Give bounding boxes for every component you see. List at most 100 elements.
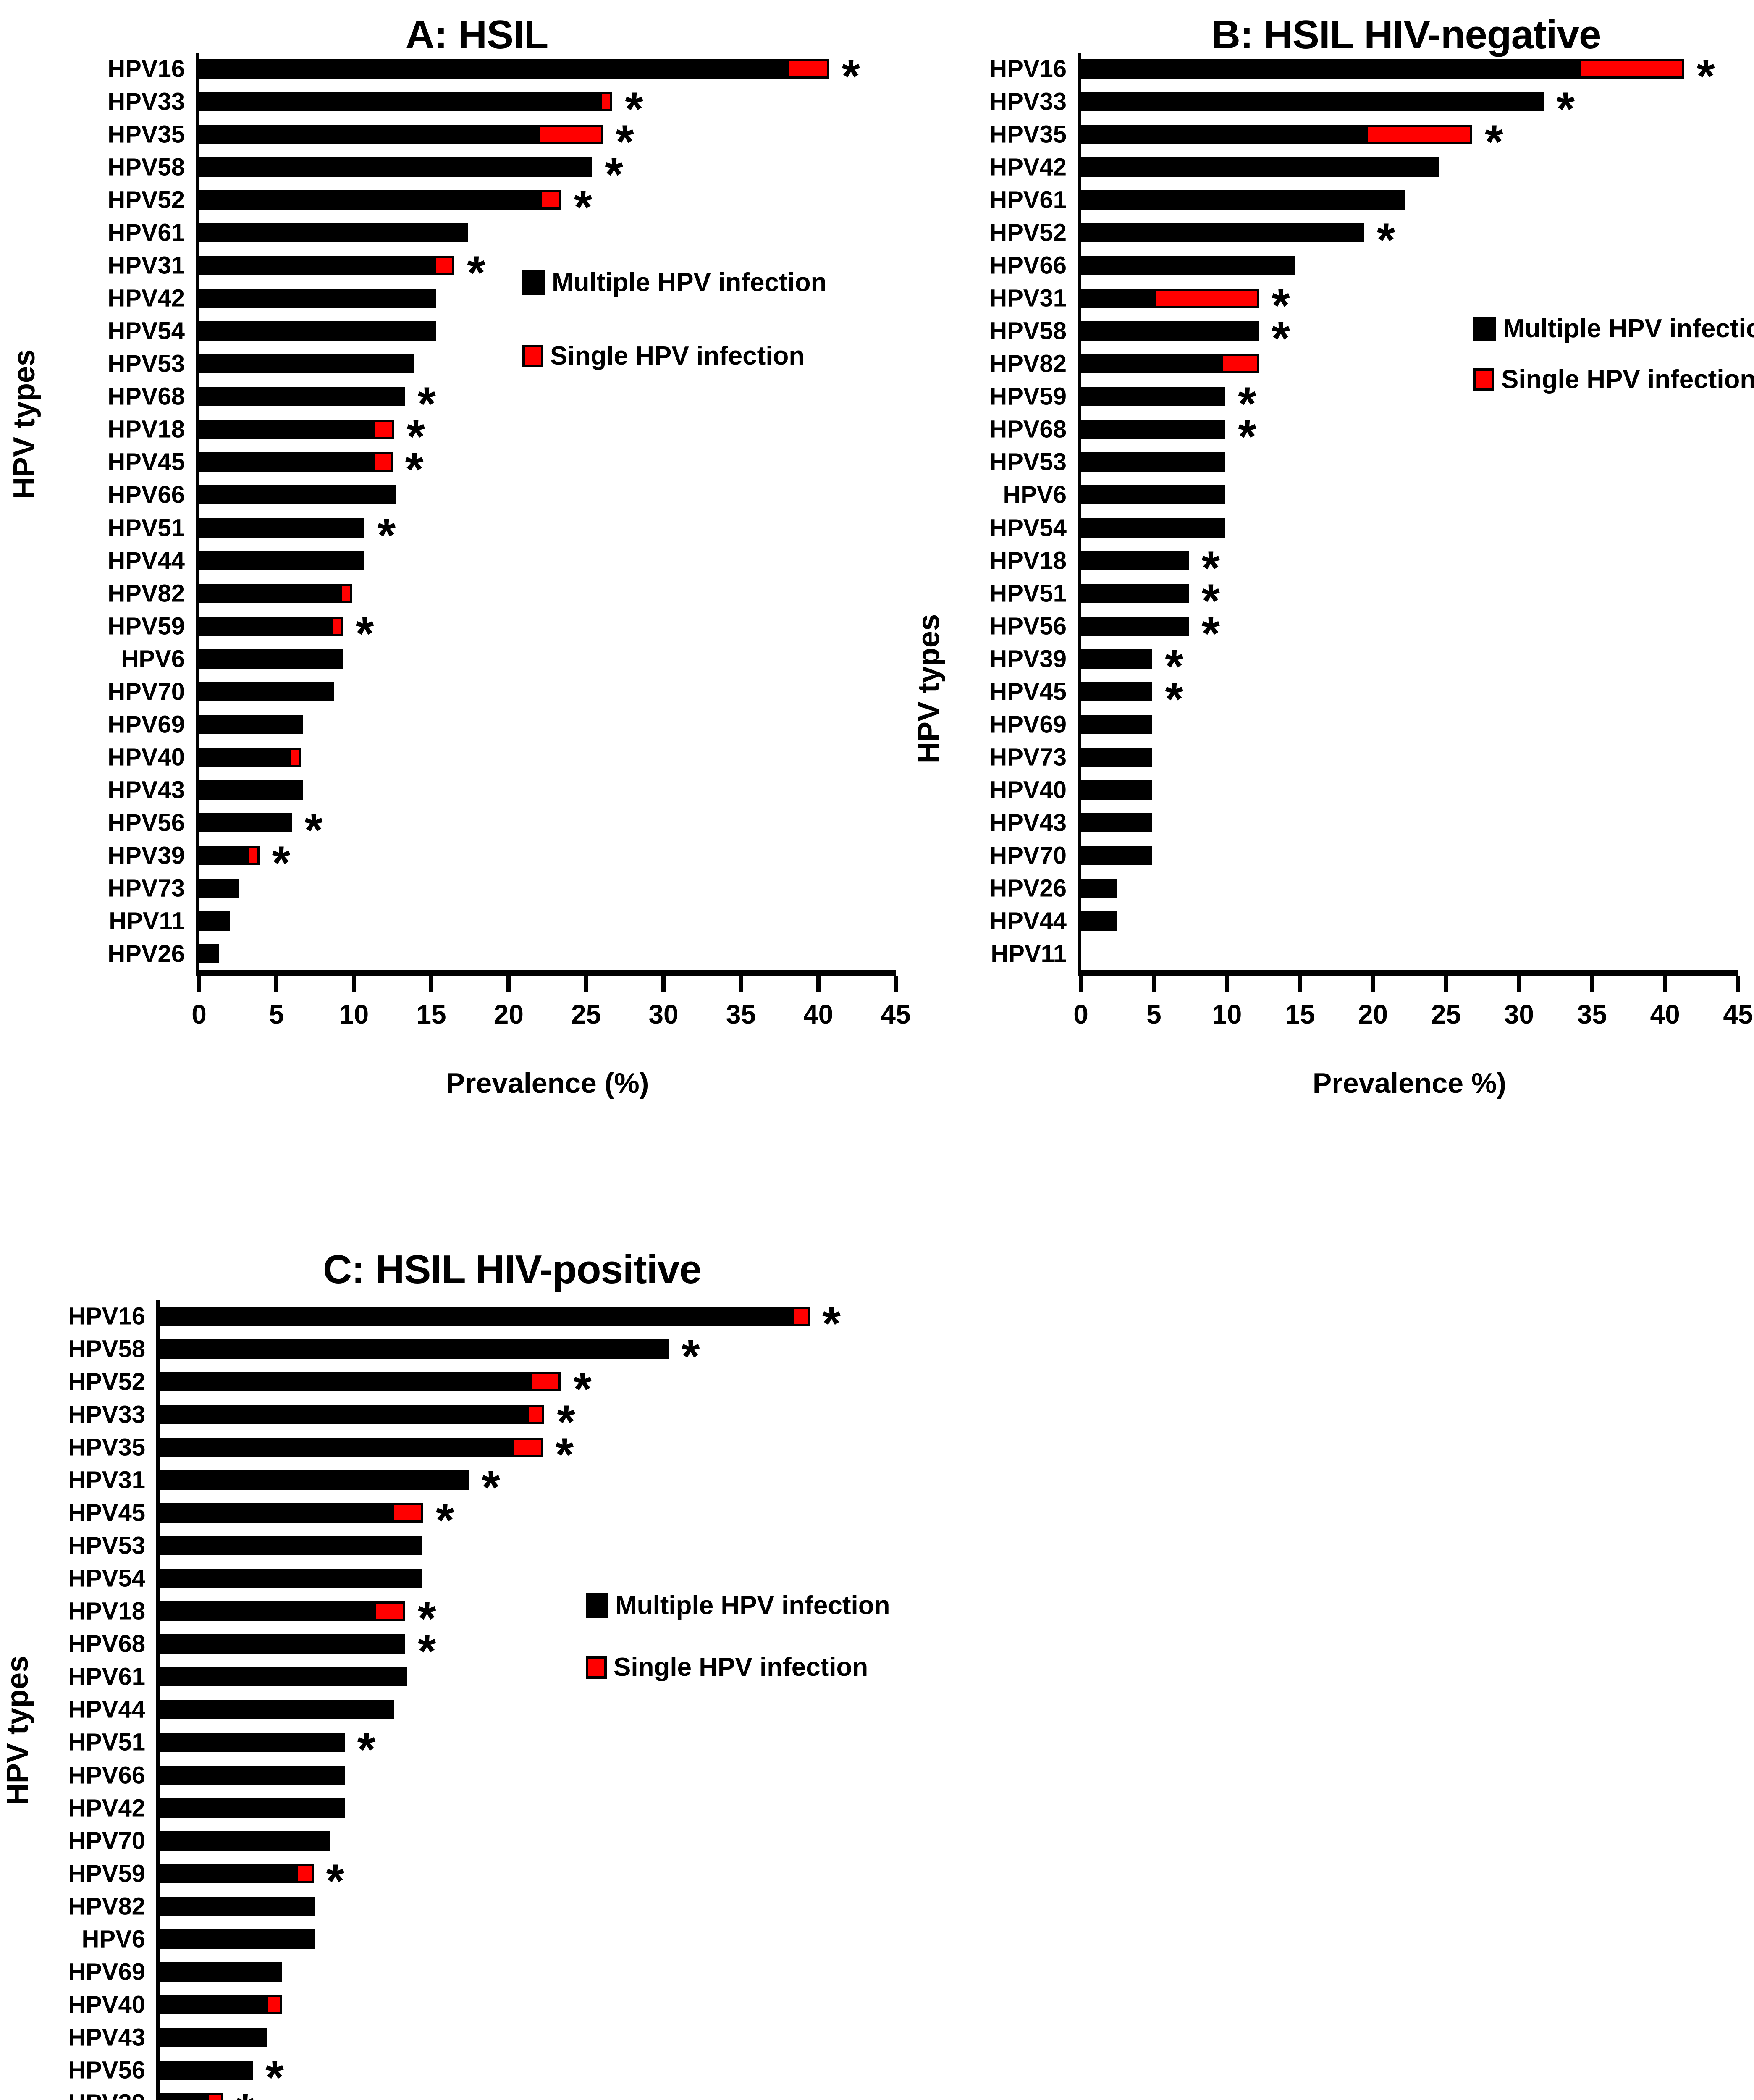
bar-row: HPV44 <box>989 907 1738 934</box>
bar-row-label: HPV82 <box>68 1893 145 1920</box>
x-tick-mark <box>1151 976 1156 992</box>
bar-segment-multiple-infection <box>199 845 247 865</box>
bar-row: HPV59 * <box>989 381 1738 428</box>
bar-row: HPV40 <box>989 776 1738 803</box>
significance-asterisk: * <box>681 1330 700 1383</box>
bar-row-label: HPV54 <box>989 514 1067 542</box>
bar-segment-multiple-infection <box>1081 387 1226 407</box>
x-tick-label: 15 <box>416 999 446 1029</box>
bar-row-label: HPV39 <box>107 842 185 869</box>
bar-segment-multiple-infection <box>160 1667 407 1687</box>
bar-row: HPV45 * <box>107 446 896 493</box>
bar-row: HPV82 <box>107 580 896 607</box>
bar-segment-single-infection <box>392 1503 423 1523</box>
bar-segment-multiple-infection <box>199 387 405 407</box>
bar-row-label: HPV33 <box>107 88 185 116</box>
significance-asterisk: * <box>1165 672 1183 725</box>
bar-segment-multiple-infection <box>1081 714 1153 734</box>
bar-segment-multiple-infection <box>199 583 340 603</box>
significance-asterisk: * <box>1165 640 1183 693</box>
bar-row: HPV61 <box>107 219 896 247</box>
bar-segment-multiple-infection <box>199 92 600 112</box>
bar-row: HPV69 <box>107 711 896 738</box>
bar-segment-multiple-infection <box>160 1536 422 1556</box>
bar-row-label: HPV42 <box>107 284 185 312</box>
legend-item-multiple-infection: Multiple HPV infection <box>586 1591 890 1620</box>
bar-segment-multiple-infection <box>199 125 538 144</box>
bar-row: HPV70 <box>107 678 896 705</box>
bar-segment-multiple-infection <box>1081 452 1226 472</box>
bar-segment-multiple-infection <box>199 944 219 963</box>
bar-row: HPV58 * <box>989 315 1738 362</box>
x-tick-mark <box>816 976 821 992</box>
chart-c-title: C: HSIL HIV-positive <box>322 1247 702 1292</box>
x-tick-label: 30 <box>1504 999 1534 1029</box>
chart-b-legend: Multiple HPV infection Single HPV infecti… <box>1473 314 1754 394</box>
bar-row: HPV42 <box>989 154 1738 181</box>
x-tick-mark <box>429 976 433 992</box>
bar-row-label: HPV16 <box>989 55 1067 83</box>
bar-segment-multiple-infection <box>1081 158 1439 177</box>
bar-row: HPV26 <box>107 940 896 967</box>
bar-segment-single-infection <box>340 583 352 603</box>
significance-asterisk: * <box>236 2087 254 2100</box>
bar-row-label: HPV16 <box>68 1302 145 1330</box>
x-tick-mark <box>274 976 279 992</box>
bar-row-label: HPV26 <box>107 940 185 968</box>
x-tick-mark <box>1444 976 1448 992</box>
x-tick-mark <box>1663 976 1667 992</box>
bar-row: HPV56 * <box>68 2054 897 2100</box>
bar-segment-multiple-infection <box>160 1962 283 1982</box>
bar-row-label: HPV45 <box>989 678 1067 706</box>
bar-row-label: HPV51 <box>107 514 185 542</box>
bar-row-label: HPV18 <box>107 415 185 443</box>
bar-row: HPV33 * <box>68 1399 897 1446</box>
significance-asterisk: * <box>377 509 396 562</box>
chart-a-legend: Multiple HPV infection Single HPV infecti… <box>522 268 826 371</box>
bar-row-label: HPV58 <box>68 1335 145 1363</box>
bar-segment-single-infection <box>330 616 343 636</box>
bar-row: HPV59 * <box>107 610 896 657</box>
significance-asterisk: * <box>1238 378 1256 430</box>
bar-segment-multiple-infection <box>160 1896 315 1916</box>
chart-b-plot-area: HPV16 * HPV33 * HPV35 * HPV42 HPV61 HPV52 * HPV66 H… <box>989 52 1754 1099</box>
bar-segment-multiple-infection <box>199 321 436 341</box>
bar-segment-single-infection <box>538 125 603 144</box>
x-tick-mark <box>1079 976 1083 992</box>
bar-segment-multiple-infection <box>1081 813 1153 832</box>
bar-row-label: HPV52 <box>107 186 185 214</box>
bar-row-label: HPV53 <box>68 1532 145 1559</box>
bar-row: HPV16 * <box>107 52 896 100</box>
significance-asterisk: * <box>1272 279 1290 332</box>
bar-segment-multiple-infection <box>160 1307 792 1326</box>
bar-segment-multiple-infection <box>160 2093 207 2100</box>
bar-segment-multiple-infection <box>199 420 372 439</box>
significance-asterisk: * <box>417 1592 436 1645</box>
x-tick-mark <box>894 976 898 992</box>
chart-a-bars: HPV16 * HPV33 * HPV35 * HPV58 * HPV52 * HPV61 HPV31… <box>107 52 896 970</box>
bar-segment-multiple-infection <box>160 2060 253 2080</box>
bar-segment-multiple-infection <box>1081 649 1153 669</box>
chart-b-x-axis-ticks: 0 5 10 15 20 25 30 35 40 45 <box>1073 52 1753 1029</box>
x-tick-label: 10 <box>1212 999 1242 1029</box>
bar-row-label: HPV51 <box>68 1728 145 1756</box>
chart-c-bars: HPV16 * HPV58 * HPV52 * HPV33 * HPV35 * HPV31 * HPV4… <box>68 1300 897 2100</box>
significance-asterisk: * <box>1238 410 1256 463</box>
bar-row: HPV18 * <box>107 413 896 460</box>
x-tick-label: 5 <box>1146 999 1161 1029</box>
bar-segment-single-infection <box>266 1995 283 2014</box>
x-tick-label: 40 <box>1650 999 1680 1029</box>
significance-asterisk: * <box>357 1723 376 1776</box>
bar-row-label: HPV70 <box>107 678 185 706</box>
bar-row: HPV39 * <box>68 2087 897 2100</box>
bar-row: HPV44 <box>107 547 896 574</box>
bar-segment-single-infection <box>247 845 260 865</box>
bar-segment-multiple-infection <box>199 158 593 177</box>
bar-row: HPV35 * <box>989 118 1738 165</box>
bar-row-label: HPV70 <box>68 1827 145 1855</box>
bar-segment-multiple-infection <box>160 1372 530 1392</box>
x-tick-mark <box>584 976 588 992</box>
x-tick-label: 25 <box>1431 999 1461 1029</box>
bar-row-label: HPV31 <box>989 284 1067 312</box>
